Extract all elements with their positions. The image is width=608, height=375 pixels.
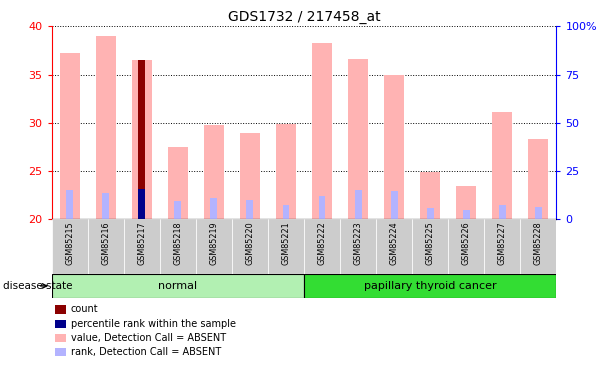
Bar [268, 219, 304, 274]
Text: GSM85218: GSM85218 [173, 221, 182, 264]
Bar [124, 219, 160, 274]
Bar [340, 219, 376, 274]
Bar [139, 189, 145, 219]
Bar [246, 200, 254, 219]
Bar [391, 191, 398, 219]
Bar [283, 205, 289, 219]
Text: GSM85222: GSM85222 [317, 221, 326, 265]
Text: papillary thyroid cancer: papillary thyroid cancer [364, 281, 497, 291]
Bar [102, 193, 109, 219]
Bar [427, 208, 434, 219]
Text: count: count [71, 304, 98, 314]
Text: GSM85219: GSM85219 [209, 221, 218, 265]
Bar [196, 219, 232, 274]
Bar [240, 134, 260, 219]
Bar [139, 189, 145, 219]
Bar [60, 53, 80, 219]
Text: GSM85221: GSM85221 [282, 221, 291, 265]
Bar [319, 196, 325, 219]
Bar [174, 201, 181, 219]
Text: disease state: disease state [3, 281, 72, 291]
Bar [139, 60, 145, 219]
Text: normal: normal [158, 281, 198, 291]
Bar [376, 219, 412, 274]
Bar [463, 210, 469, 219]
Bar [354, 190, 362, 219]
Bar [52, 274, 304, 298]
Text: GSM85220: GSM85220 [246, 221, 254, 265]
Bar [168, 147, 188, 219]
Text: GSM85227: GSM85227 [498, 221, 506, 265]
Text: GSM85225: GSM85225 [426, 221, 435, 265]
Text: percentile rank within the sample: percentile rank within the sample [71, 319, 235, 328]
Text: GSM85226: GSM85226 [461, 221, 471, 265]
Bar [448, 219, 484, 274]
Text: GSM85223: GSM85223 [354, 221, 362, 265]
Bar [304, 219, 340, 274]
Bar [456, 186, 476, 219]
Bar [232, 219, 268, 274]
Bar [384, 75, 404, 219]
Bar [484, 219, 520, 274]
Bar [520, 219, 556, 274]
Text: GSM85224: GSM85224 [390, 221, 399, 265]
Text: GSM85215: GSM85215 [65, 221, 74, 265]
Bar [52, 219, 88, 274]
Bar [535, 207, 542, 219]
Bar [499, 205, 506, 219]
Bar [412, 219, 448, 274]
Bar [210, 198, 217, 219]
Bar [276, 124, 296, 219]
Text: rank, Detection Call = ABSENT: rank, Detection Call = ABSENT [71, 347, 221, 357]
Text: GSM85217: GSM85217 [137, 221, 147, 265]
Bar [160, 219, 196, 274]
Text: GSM85228: GSM85228 [534, 221, 543, 265]
Text: GSM85216: GSM85216 [102, 221, 110, 264]
Bar [96, 36, 116, 219]
Bar [204, 125, 224, 219]
Title: GDS1732 / 217458_at: GDS1732 / 217458_at [227, 10, 381, 24]
Bar [132, 60, 152, 219]
Bar [528, 139, 548, 219]
Bar [66, 190, 73, 219]
Bar [492, 112, 512, 219]
Bar [304, 274, 556, 298]
Bar [420, 172, 440, 219]
Bar [312, 43, 332, 219]
Bar [88, 219, 124, 274]
Bar [348, 59, 368, 219]
Text: value, Detection Call = ABSENT: value, Detection Call = ABSENT [71, 333, 226, 343]
